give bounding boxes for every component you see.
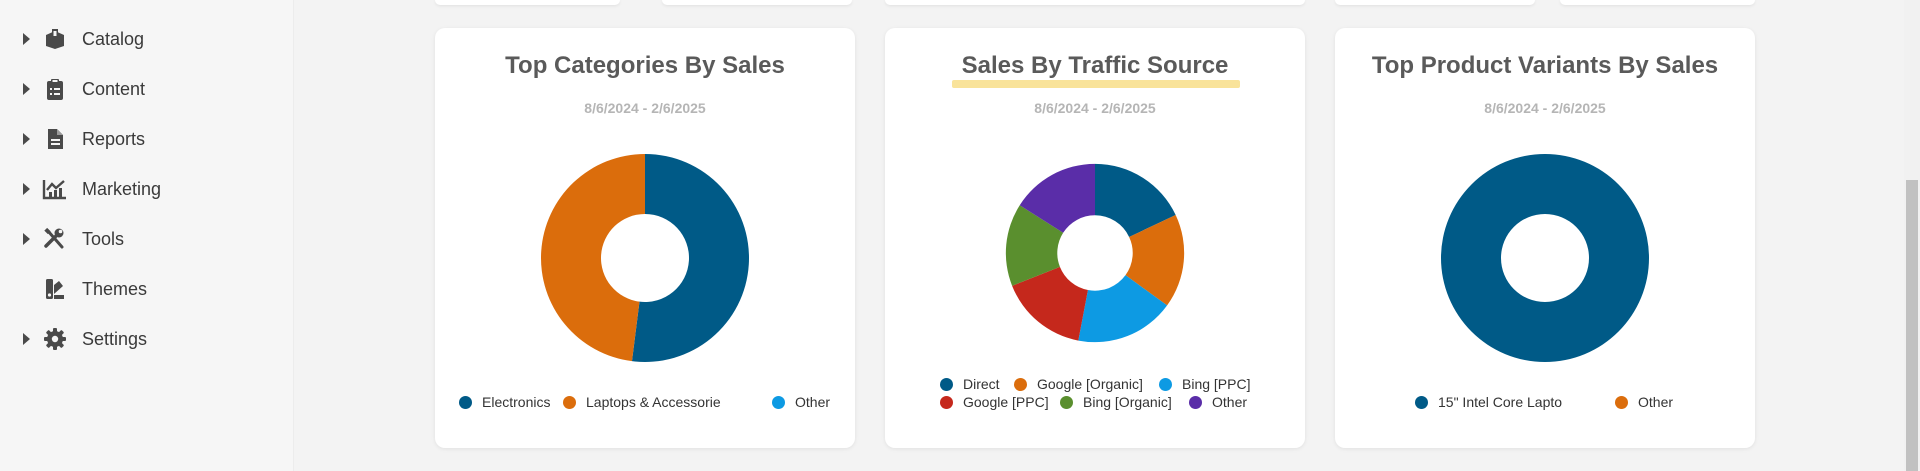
card-above-edge: [435, 0, 620, 5]
traffic-source-card: Sales By Traffic Source 8/6/2024 - 2/6/2…: [885, 28, 1305, 448]
legend-item[interactable]: 15" Intel Core Lapto: [1415, 394, 1562, 410]
scrollbar-thumb[interactable]: [1906, 180, 1918, 471]
legend-item[interactable]: Bing [Organic]: [1060, 394, 1172, 410]
top-categories-card: Top Categories By Sales 8/6/2024 - 2/6/2…: [435, 28, 855, 448]
legend-label: Google [PPC]: [963, 394, 1049, 410]
chart-line-icon: [41, 175, 69, 203]
legend-dot: [1615, 395, 1628, 409]
date-range: 8/6/2024 - 2/6/2025: [1484, 100, 1606, 116]
legend-label: Electronics: [482, 394, 551, 410]
caret-right-icon: [23, 33, 30, 45]
legend-dot: [1014, 377, 1027, 391]
legend-item[interactable]: Other: [772, 394, 830, 410]
legend-dot: [459, 395, 472, 409]
legend-item[interactable]: Direct: [940, 376, 1000, 392]
caret-right-icon: [23, 233, 30, 245]
sidebar-item-label: Marketing: [82, 178, 162, 199]
legend-dot: [772, 395, 785, 409]
sidebar-item-label: Tools: [82, 228, 125, 249]
sidebar-item-reports[interactable]: Reports: [0, 114, 294, 164]
sidebar: Catalog Content Reports Marketing Tools …: [0, 0, 294, 471]
date-range: 8/6/2024 - 2/6/2025: [1034, 100, 1156, 116]
caret-right-icon: [23, 133, 30, 145]
legend-dot: [1415, 395, 1428, 409]
legend-dot: [1189, 395, 1202, 409]
sidebar-item-label: Content: [82, 78, 146, 99]
sidebar-item-marketing[interactable]: Marketing: [0, 164, 294, 214]
sidebar-item-catalog[interactable]: Catalog: [0, 14, 294, 64]
card-title: Sales By Traffic Source: [885, 52, 1305, 88]
donut-slice[interactable]: [1012, 266, 1088, 341]
donut-slice[interactable]: [1078, 275, 1168, 343]
legend-label: Other: [1212, 394, 1248, 410]
donut-slice[interactable]: [540, 154, 645, 362]
legend-dot: [1060, 395, 1073, 409]
donut-slice[interactable]: [631, 154, 749, 362]
donut-chart[interactable]: [1440, 153, 1650, 363]
legend-label: 15" Intel Core Lapto: [1438, 394, 1563, 410]
legend-item[interactable]: Bing [PPC]: [1159, 376, 1250, 392]
title-highlight: [951, 80, 1241, 88]
card-title: Top Product Variants By Sales: [1371, 52, 1719, 79]
sidebar-item-tools[interactable]: Tools: [0, 214, 294, 264]
top-product-variants-card: Top Product Variants By Sales 8/6/2024 -…: [1335, 28, 1755, 448]
card-above-edge: [885, 0, 1305, 5]
legend-label: Google [Organic]: [1037, 376, 1143, 392]
sidebar-item-themes[interactable]: Themes: [0, 264, 294, 314]
legend-label: Bing [Organic]: [1083, 394, 1172, 410]
legend-item[interactable]: Google [Organic]: [1014, 376, 1143, 392]
legend-dot: [940, 377, 953, 391]
swatch-icon: [41, 275, 69, 303]
legend-label: Bing [PPC]: [1182, 376, 1251, 392]
legend-dot: [940, 395, 953, 409]
legend-dot: [1159, 377, 1172, 391]
donut-slice[interactable]: [1005, 205, 1064, 286]
donut-slice[interactable]: [1125, 215, 1185, 306]
document-icon: [41, 125, 69, 153]
card-above-edge: [1560, 0, 1755, 5]
sidebar-item-label: Catalog: [82, 28, 145, 49]
caret-right-icon: [23, 183, 30, 195]
card-above-edge: [662, 0, 852, 5]
sidebar-item-content[interactable]: Content: [0, 64, 294, 114]
sidebar-item-label: Settings: [82, 328, 148, 349]
legend-item[interactable]: Other: [1615, 394, 1673, 410]
sidebar-item-settings[interactable]: Settings: [0, 314, 294, 364]
legend-item[interactable]: Laptops & Accessorie: [563, 394, 721, 410]
caret-right-icon: [23, 83, 30, 95]
legend-dot: [563, 395, 576, 409]
tools-icon: [41, 225, 69, 253]
donut-slice[interactable]: [1441, 154, 1649, 362]
clipboard-icon: [41, 75, 69, 103]
card-above-edge: [1335, 0, 1535, 5]
legend-item[interactable]: Other: [1189, 394, 1247, 410]
box-icon: [41, 25, 69, 53]
legend-label: Other: [1638, 394, 1674, 410]
sidebar-item-label: Themes: [82, 278, 148, 299]
legend-label: Other: [795, 394, 831, 410]
card-title: Top Categories By Sales: [505, 52, 785, 79]
caret-right-icon: [23, 333, 30, 345]
donut-slice[interactable]: [1019, 163, 1095, 233]
legend-item[interactable]: Google [PPC]: [940, 394, 1049, 410]
date-range: 8/6/2024 - 2/6/2025: [584, 100, 706, 116]
legend-item[interactable]: Electronics: [459, 394, 550, 410]
legend-label: Direct: [963, 376, 1000, 392]
donut-chart[interactable]: [1005, 163, 1185, 343]
donut-slice[interactable]: [1095, 163, 1176, 237]
gear-icon: [41, 325, 69, 353]
legend-label: Laptops & Accessorie: [586, 394, 721, 410]
sidebar-item-label: Reports: [82, 128, 146, 149]
vertical-scrollbar[interactable]: [1904, 0, 1920, 471]
donut-chart[interactable]: [540, 153, 750, 363]
